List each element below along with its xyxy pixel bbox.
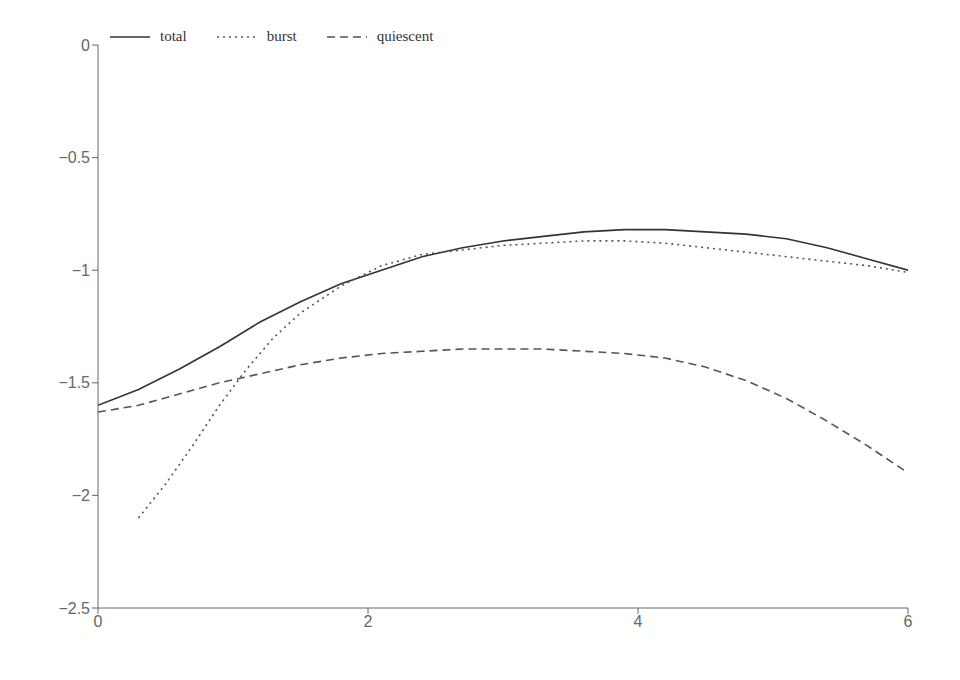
html-text:quiescent: quiescent [376, 28, 434, 44]
svg-text:−2: −2 [72, 487, 90, 504]
svg-text:0: 0 [81, 37, 90, 54]
svg-text:−1: −1 [72, 262, 90, 279]
svg-text:6: 6 [904, 613, 913, 630]
svg-text:2: 2 [364, 613, 373, 630]
svg-text:0: 0 [94, 613, 103, 630]
svg-text:−1.5: −1.5 [58, 374, 90, 391]
html-text:total: total [160, 28, 187, 44]
svg-text:−2.5: −2.5 [58, 600, 90, 617]
svg-text:−0.5: −0.5 [58, 149, 90, 166]
svg-text:4: 4 [634, 613, 643, 630]
html-text:burst: burst [266, 28, 297, 44]
